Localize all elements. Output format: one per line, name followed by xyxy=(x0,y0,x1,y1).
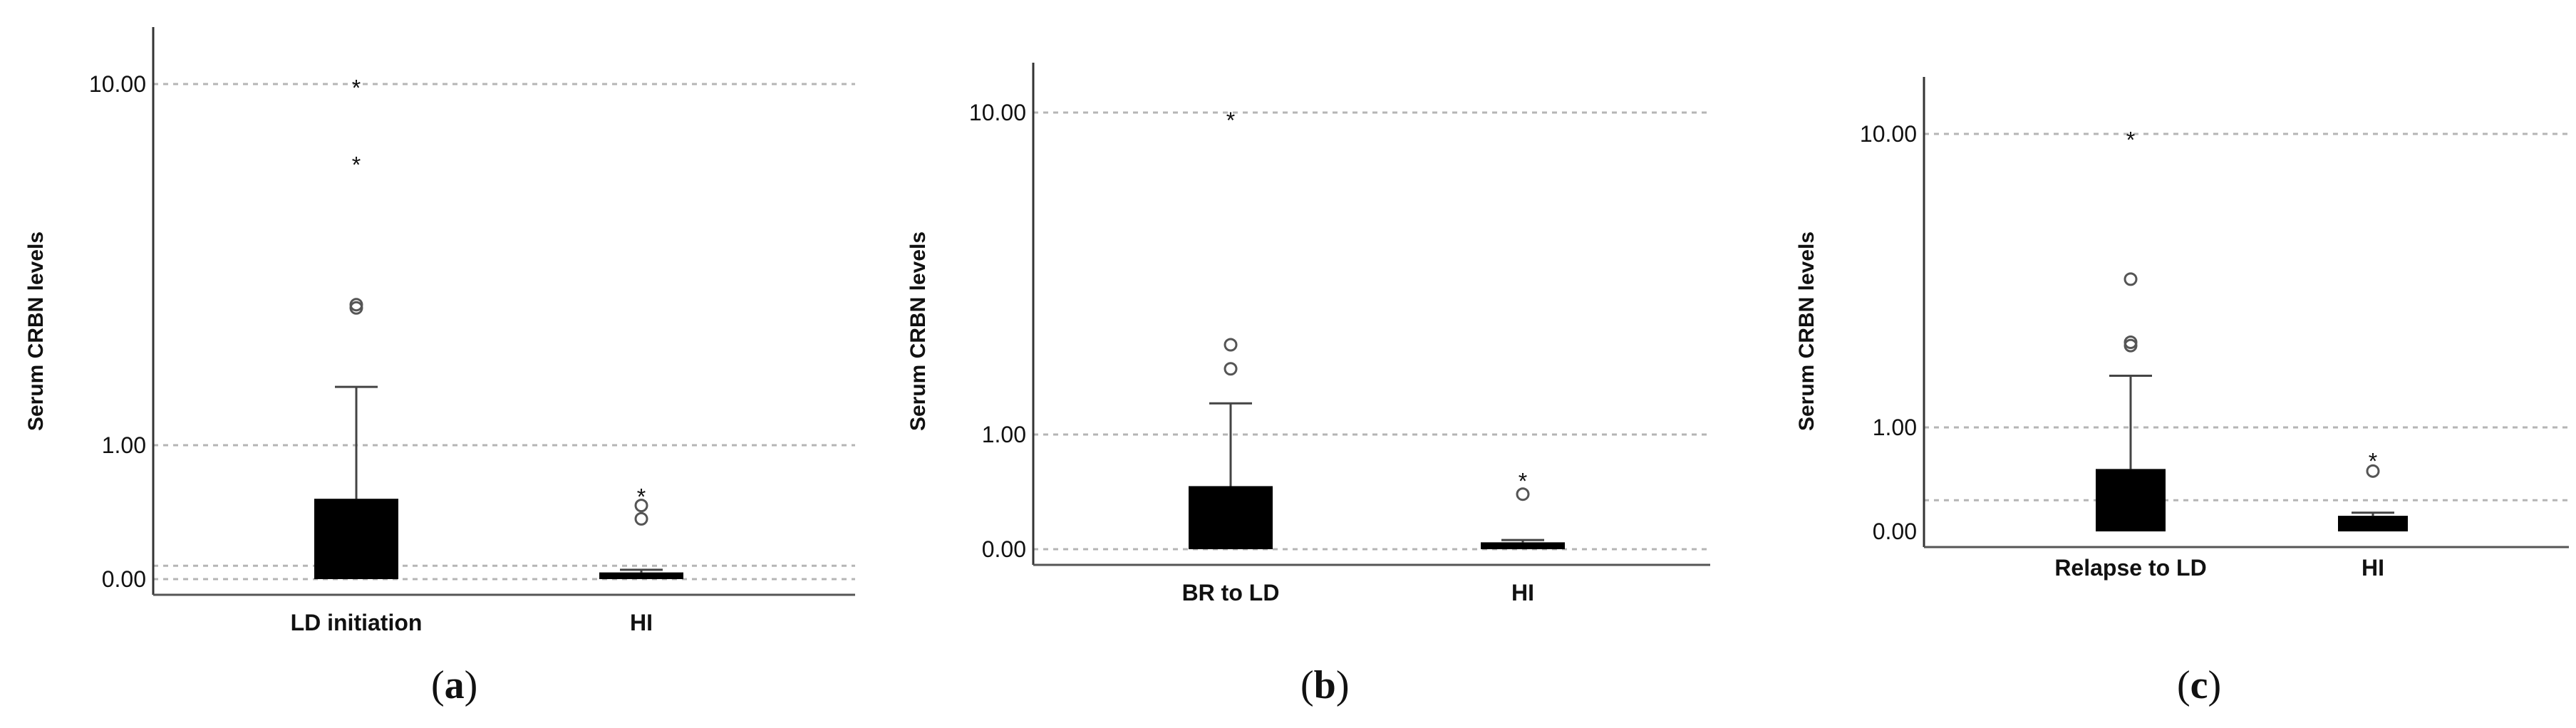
outlier-star: * xyxy=(2126,127,2135,152)
outlier-circle xyxy=(634,511,648,526)
y-tick-label: 0.00 xyxy=(102,566,146,592)
panel-b: 0.00 1.00 10.00 Serum CRBN levels * BR to LD *… xyxy=(855,0,1710,728)
panel-caption-a: (a) xyxy=(431,663,478,707)
panel-c: 0.00 1.00 10.00 Serum CRBN levels * Relapse t… xyxy=(1710,0,2576,728)
box-group: * xyxy=(599,484,683,579)
x-category-label: LD initiation xyxy=(291,610,423,635)
outlier-circle xyxy=(1224,362,1238,376)
y-tick-label: 1.00 xyxy=(102,432,146,458)
outlier-circle xyxy=(1516,487,1530,501)
outlier-star: * xyxy=(637,484,646,509)
outlier-circle xyxy=(2366,464,2380,478)
box xyxy=(599,572,683,579)
outlier-star: * xyxy=(2369,449,2377,474)
outlier-circle xyxy=(349,298,363,312)
x-category-label: Relapse to LD xyxy=(2054,555,2206,581)
outlier-circle xyxy=(634,499,648,513)
box xyxy=(2096,469,2166,531)
y-tick-label: 1.00 xyxy=(1873,415,1917,440)
y-tick-label: 1.00 xyxy=(982,422,1026,447)
chart-c: 0.00 1.00 10.00 Serum CRBN levels * Relapse t… xyxy=(1795,77,2569,581)
y-axis-label: Serum CRBN levels xyxy=(24,232,48,431)
y-axis-label: Serum CRBN levels xyxy=(1795,232,1819,431)
y-tick-label: 0.00 xyxy=(1873,519,1917,544)
y-axis-label: Serum CRBN levels xyxy=(906,232,930,431)
box xyxy=(2338,516,2408,531)
box-group: * xyxy=(2096,127,2166,531)
outlier-star: * xyxy=(1226,108,1235,133)
outlier-circle xyxy=(1224,338,1238,352)
box-group: * xyxy=(2338,449,2408,531)
y-tick-label: 10.00 xyxy=(89,71,146,97)
outlier-circle xyxy=(2124,336,2138,350)
x-category-label: HI xyxy=(630,610,653,635)
outlier-star: * xyxy=(352,75,361,100)
outlier-star: * xyxy=(1519,468,1527,494)
y-tick-label: 10.00 xyxy=(969,100,1026,125)
y-tick-label: 0.00 xyxy=(982,536,1026,562)
outlier-star: * xyxy=(352,152,361,177)
chart-b: 0.00 1.00 10.00 Serum CRBN levels * BR to LD *… xyxy=(906,63,1710,605)
box xyxy=(1189,486,1273,549)
box xyxy=(314,499,398,579)
x-category-label: HI xyxy=(1511,580,1534,605)
box-group: ** xyxy=(314,75,398,579)
panel-caption-b: (b) xyxy=(1300,663,1350,707)
box-group: * xyxy=(1481,468,1565,549)
panel-caption-c: (c) xyxy=(2177,663,2222,707)
box-group: * xyxy=(1189,108,1273,549)
x-category-label: BR to LD xyxy=(1182,580,1280,605)
panel-a: 0.00 1.00 10.00 Serum CRBN levels * * LD initi… xyxy=(0,0,855,728)
outlier-circle xyxy=(2124,272,2138,286)
x-category-label: HI xyxy=(2362,555,2384,581)
box xyxy=(1481,542,1565,549)
y-tick-label: 10.00 xyxy=(1860,121,1917,147)
